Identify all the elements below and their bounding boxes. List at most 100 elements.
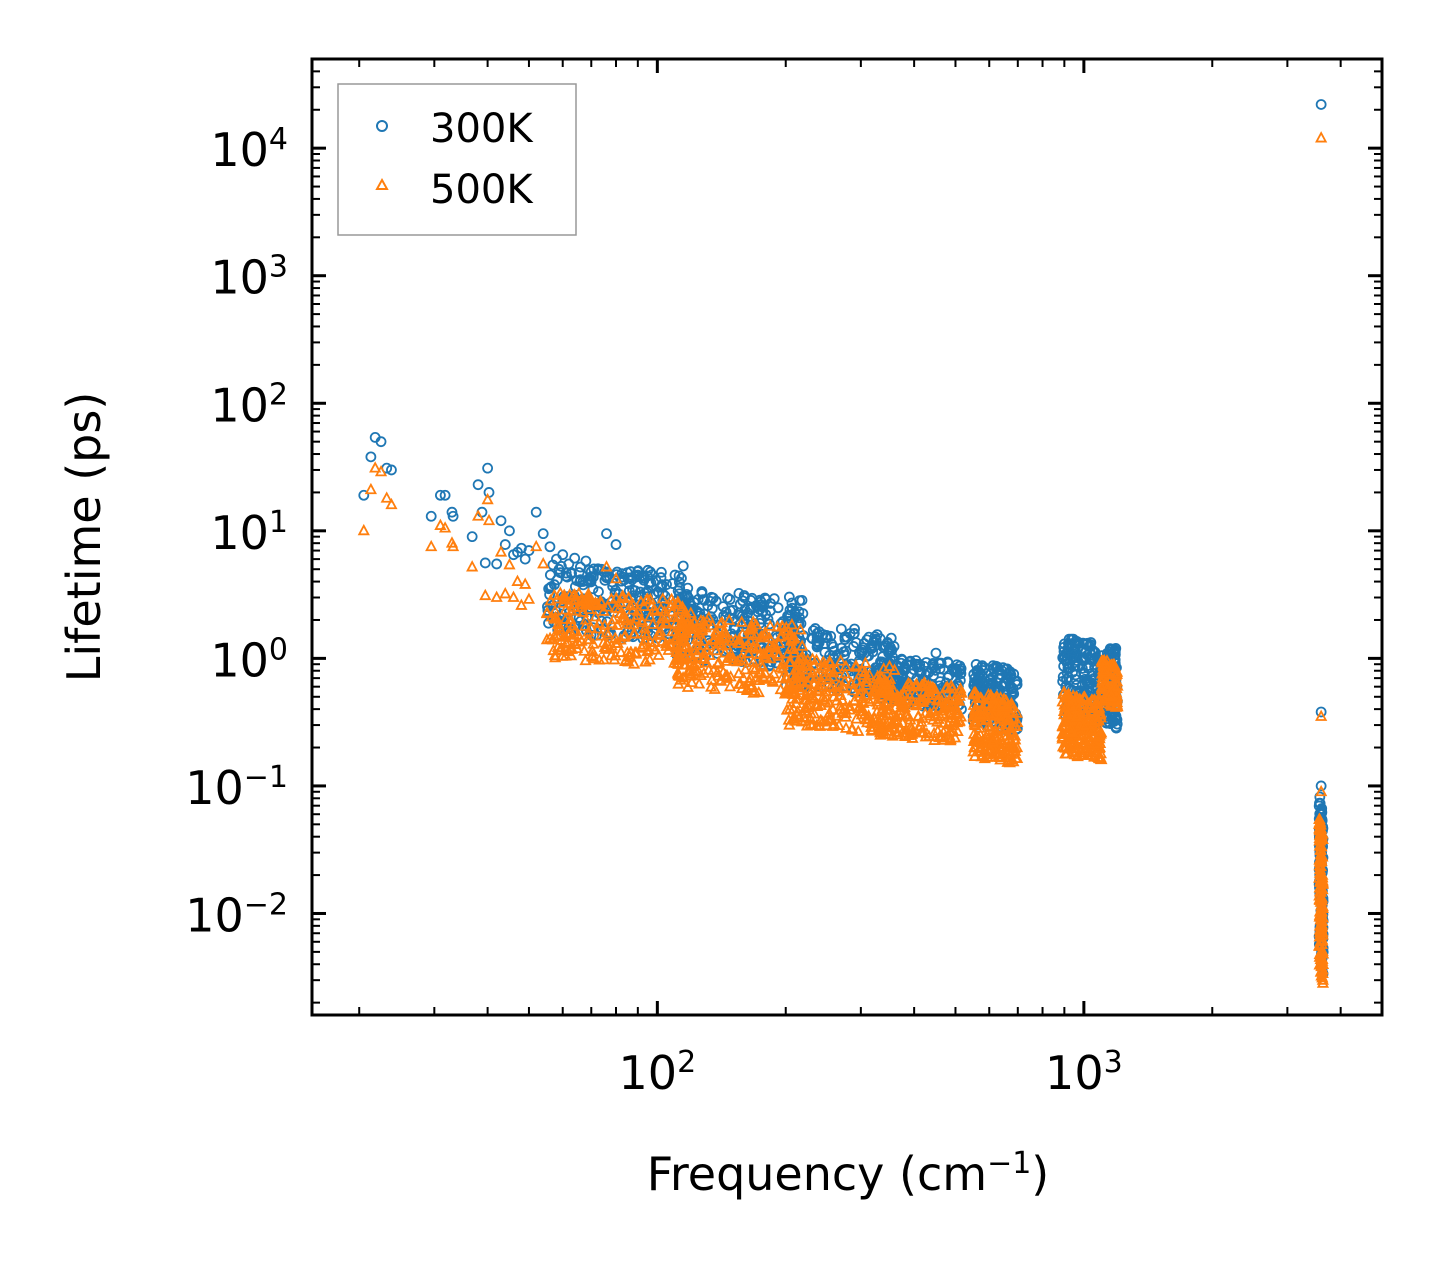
point-300k <box>722 592 733 604</box>
point-500k <box>793 656 806 668</box>
point-500k <box>684 606 697 618</box>
point-500k <box>1068 748 1081 760</box>
point-300k <box>623 578 635 590</box>
point-300k <box>811 641 823 653</box>
point-300k <box>655 572 667 583</box>
point-500k <box>1085 713 1098 726</box>
point-500k <box>868 683 881 696</box>
point-500k <box>614 606 627 619</box>
point-500k <box>559 649 572 661</box>
point-500k <box>670 632 683 645</box>
point-500k <box>543 631 557 643</box>
point-500k <box>1056 719 1069 731</box>
point-300k <box>544 569 556 581</box>
point-500k <box>434 518 447 530</box>
point-500k <box>850 674 863 686</box>
point-500k <box>863 668 876 680</box>
point-500k <box>785 692 799 704</box>
point-500k <box>947 724 960 737</box>
point-500k <box>723 679 737 692</box>
point-300k <box>482 462 494 474</box>
point-500k <box>482 513 496 526</box>
point-300k <box>999 678 1011 690</box>
point-500k <box>679 626 692 639</box>
point-500k <box>757 672 771 684</box>
point-300k <box>632 566 644 578</box>
point-500k <box>711 665 724 678</box>
point-500k <box>666 596 679 609</box>
point-500k <box>1009 733 1022 745</box>
point-500k <box>922 679 935 691</box>
point-500k <box>544 594 557 606</box>
point-500k <box>855 708 868 720</box>
point-500k <box>548 612 561 624</box>
point-300k <box>472 479 484 491</box>
point-500k <box>1092 750 1105 762</box>
point-300k <box>777 616 789 627</box>
point-300k <box>760 593 772 605</box>
point-500k <box>702 639 716 651</box>
point-300k <box>588 563 600 575</box>
point-500k <box>968 734 982 746</box>
point-500k <box>752 685 765 698</box>
point-500k <box>567 631 580 643</box>
point-500k <box>811 668 824 681</box>
point-500k <box>839 666 852 679</box>
point-500k <box>548 604 562 616</box>
point-500k <box>794 675 807 687</box>
point-300k <box>955 668 966 680</box>
point-500k <box>374 464 388 477</box>
y-tick-label: 10−1 <box>185 759 288 815</box>
point-500k <box>795 715 808 727</box>
point-500k <box>1314 925 1327 938</box>
point-500k <box>786 632 800 644</box>
point-500k <box>503 558 516 570</box>
point-500k <box>1005 747 1018 759</box>
point-500k <box>785 618 799 630</box>
point-500k <box>850 712 863 724</box>
point-300k <box>656 579 668 591</box>
point-500k <box>708 682 721 694</box>
point-500k <box>669 616 683 629</box>
point-300k <box>888 641 900 652</box>
point-500k <box>494 545 508 557</box>
point-500k <box>579 619 592 631</box>
point-500k <box>1107 658 1120 670</box>
point-300k <box>1079 668 1090 680</box>
point-500k <box>873 686 886 698</box>
point-300k <box>930 647 942 659</box>
point-500k <box>825 663 838 675</box>
point-500k <box>808 707 821 719</box>
point-500k <box>641 644 654 657</box>
point-500k <box>589 610 602 622</box>
point-300k <box>840 645 852 657</box>
point-300k <box>495 515 507 527</box>
point-500k <box>1092 713 1105 725</box>
y-tick-label: 104 <box>210 122 288 178</box>
point-500k <box>554 586 567 598</box>
point-500k <box>979 697 992 709</box>
point-500k <box>887 683 900 695</box>
point-500k <box>540 632 554 645</box>
point-300k <box>365 451 377 463</box>
point-500k <box>1315 969 1328 981</box>
point-300k <box>610 539 622 550</box>
point-500k <box>678 610 691 623</box>
point-300k <box>812 636 824 648</box>
point-500k <box>1095 680 1108 693</box>
point-300k <box>676 572 687 584</box>
point-300k <box>920 657 932 668</box>
point-500k <box>789 714 802 726</box>
point-500k <box>953 714 966 726</box>
point-500k <box>853 690 866 702</box>
point-300k <box>821 630 833 641</box>
point-300k <box>563 558 575 570</box>
point-500k <box>1315 709 1328 721</box>
point-500k <box>679 635 692 647</box>
point-500k <box>946 687 959 700</box>
point-500k <box>783 702 796 714</box>
point-300k <box>745 604 757 615</box>
point-500k <box>859 712 872 725</box>
point-500k <box>586 644 599 656</box>
point-500k <box>479 588 492 601</box>
